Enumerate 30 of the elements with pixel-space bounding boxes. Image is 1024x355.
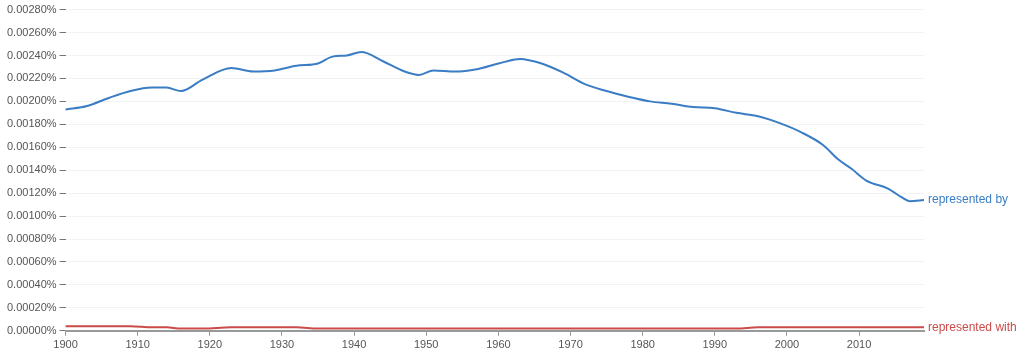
y-tick-label: 0.00220% bbox=[7, 71, 57, 84]
x-tick-label: 1960 bbox=[486, 338, 511, 351]
x-tick-label: 1920 bbox=[197, 338, 223, 351]
y-tick-label: 0.00160% bbox=[7, 140, 57, 153]
y-tick-label: 0.00200% bbox=[7, 94, 57, 107]
x-tick-label: 1970 bbox=[558, 338, 583, 351]
y-tick-label: 0.00000% bbox=[7, 323, 57, 336]
x-tick-label: 2000 bbox=[774, 338, 800, 351]
y-tick-label: 0.00180% bbox=[7, 117, 57, 130]
y-tick-label: 0.00060% bbox=[7, 255, 57, 267]
y-tick-label: 0.00020% bbox=[7, 300, 57, 313]
y-tick-label: 0.00080% bbox=[7, 232, 57, 245]
y-tick-label: 0.00280% bbox=[7, 2, 57, 15]
x-tick-label: 1980 bbox=[630, 338, 655, 351]
x-tick-label: 1900 bbox=[53, 338, 78, 351]
y-tick-label: 0.00260% bbox=[7, 25, 57, 38]
x-tick-label: 1930 bbox=[269, 338, 295, 351]
x-tick-label: 1950 bbox=[414, 338, 439, 351]
y-tick-label: 0.00100% bbox=[7, 209, 57, 222]
series-label: represented by bbox=[928, 192, 1009, 207]
x-tick-label: 1990 bbox=[702, 338, 728, 351]
y-tick-label: 0.00120% bbox=[7, 186, 57, 199]
series-label: represented with bbox=[928, 319, 1017, 334]
y-tick-label: 0.00040% bbox=[7, 277, 57, 290]
y-tick-label: 0.00240% bbox=[7, 48, 57, 61]
y-tick-label: 0.00140% bbox=[7, 163, 57, 176]
x-tick-label: 1940 bbox=[341, 338, 367, 351]
x-tick-label: 1910 bbox=[125, 338, 150, 351]
line-series bbox=[65, 51, 924, 203]
x-tick-label: 2010 bbox=[846, 338, 872, 351]
